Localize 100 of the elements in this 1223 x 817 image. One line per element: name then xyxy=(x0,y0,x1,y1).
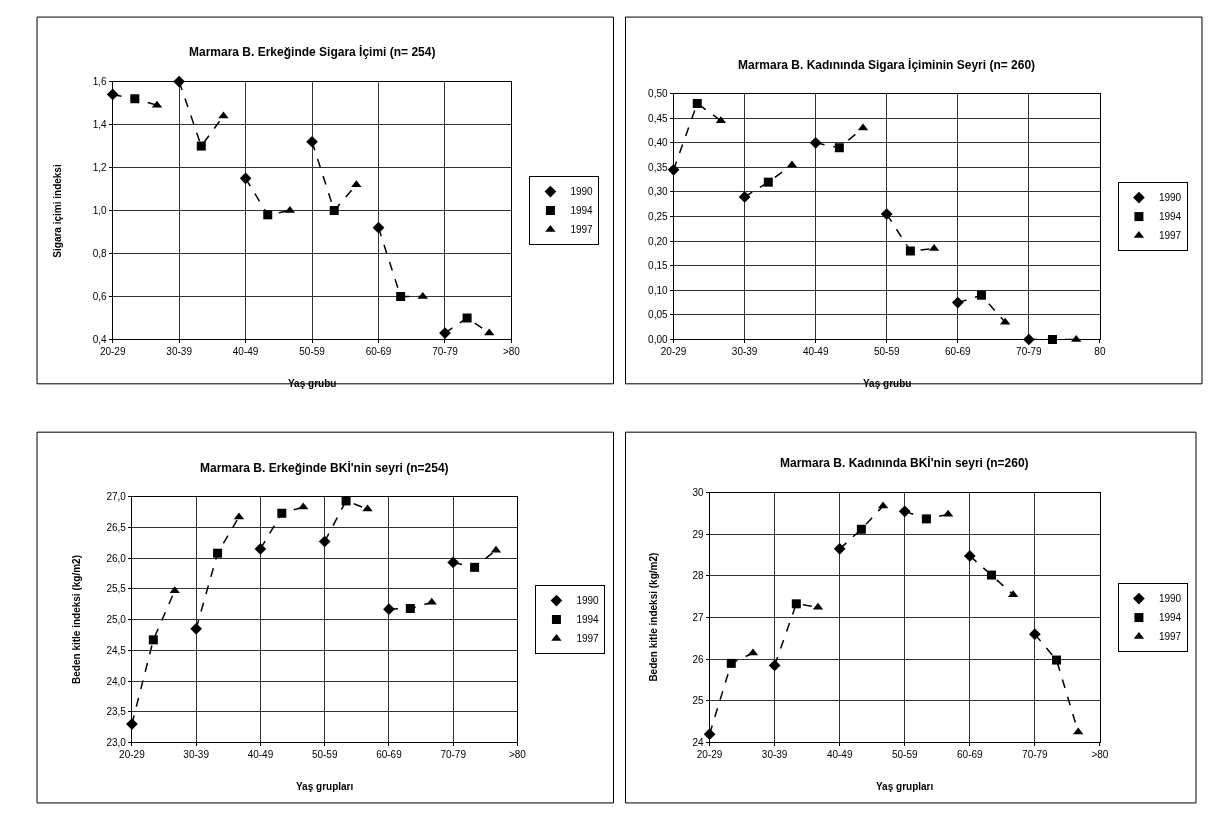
y-tick-label: 0,00 xyxy=(648,333,668,345)
point xyxy=(213,548,223,558)
point xyxy=(470,562,480,572)
y-tick-label: 1,6 xyxy=(92,76,108,88)
x-tick-label: 70-79 xyxy=(1016,346,1043,358)
point xyxy=(692,98,702,108)
x-tick-label: 40-49 xyxy=(826,749,853,761)
point xyxy=(318,535,331,548)
y-tick-label: 0,25 xyxy=(648,211,668,223)
point xyxy=(951,296,964,309)
x-tick-label: 40-49 xyxy=(247,749,274,761)
chart-title: Marmara B. Kadınında BKİ'nin seyri (n=260) xyxy=(780,455,1029,470)
point xyxy=(263,210,273,220)
point xyxy=(396,292,406,301)
x-tick-label: >80 xyxy=(1091,749,1109,761)
y-axis-title: Beden kitle indeksi (kg/m2) xyxy=(648,552,660,682)
x-tick-label: 40-49 xyxy=(802,346,829,358)
x-tick-label: 60-69 xyxy=(365,346,392,358)
x-tick-label: 70-79 xyxy=(1022,749,1049,761)
point xyxy=(921,514,931,524)
x-tick-label: 60-69 xyxy=(957,749,984,761)
legend-label: 1994 xyxy=(576,614,600,626)
point xyxy=(254,543,267,555)
x-tick-label: 50-59 xyxy=(299,346,326,358)
y-tick-label: 0,45 xyxy=(648,112,668,124)
point xyxy=(383,603,395,615)
legend-label: 1990 xyxy=(1158,593,1182,605)
point xyxy=(426,597,437,605)
legend-label: 1997 xyxy=(1158,631,1182,643)
point xyxy=(963,550,976,562)
point xyxy=(329,206,339,216)
point xyxy=(1052,655,1062,665)
y-tick-label: 0,30 xyxy=(648,186,668,198)
point xyxy=(791,599,801,609)
legend-label: 1994 xyxy=(570,205,594,217)
x-tick-label: 20-29 xyxy=(119,749,146,761)
point xyxy=(1029,628,1041,641)
x-tick-label: 60-69 xyxy=(376,749,403,761)
y-tick-label: 24,0 xyxy=(106,675,127,687)
chart-title: Marmara B. Erkeğinde Sigara İçimi (n= 254) xyxy=(189,44,436,59)
point xyxy=(738,191,751,203)
legend-label: 1990 xyxy=(576,595,600,607)
y-axis-title: Beden kitle indeksi (kg/m2) xyxy=(70,555,82,684)
point xyxy=(447,556,460,569)
legend-label: 1990 xyxy=(1158,192,1182,204)
point xyxy=(148,635,158,645)
y-tick-label: 0,8 xyxy=(92,248,108,260)
y-tick-label: 1,0 xyxy=(92,205,108,217)
y-tick-label: 1,2 xyxy=(92,162,108,174)
chart-title: Marmara B. Erkeğinde BKİ'nin seyri (n=254) xyxy=(200,460,449,475)
x-tick-label: 40-49 xyxy=(232,346,259,358)
x-tick-label: 60-69 xyxy=(945,346,972,358)
y-tick-label: 29 xyxy=(692,528,705,540)
point xyxy=(726,658,736,668)
y-tick-label: 23,5 xyxy=(106,706,127,718)
point xyxy=(306,135,318,148)
y-tick-label: 26,5 xyxy=(106,521,127,533)
y-tick-label: 28 xyxy=(692,570,705,582)
point xyxy=(898,505,911,518)
y-tick-label: 27,0 xyxy=(106,491,127,503)
point xyxy=(834,143,844,153)
point xyxy=(372,221,385,234)
y-tick-label: 0,40 xyxy=(648,137,668,149)
x-tick-label: 30-39 xyxy=(183,749,210,761)
point xyxy=(986,570,996,580)
legend-label: 1997 xyxy=(570,224,594,236)
point xyxy=(190,622,202,635)
x-tick-label: 70-79 xyxy=(440,749,467,761)
point xyxy=(484,328,495,336)
y-tick-label: 26,0 xyxy=(106,552,127,564)
x-tick-label: >80 xyxy=(502,346,521,358)
legend-label: 1997 xyxy=(576,633,600,645)
x-tick-label: 50-59 xyxy=(891,749,918,761)
x-tick-label: >80 xyxy=(508,749,527,761)
x-tick-label: 70-79 xyxy=(432,346,459,358)
y-tick-label: 0,4 xyxy=(92,333,108,345)
x-tick-label: 80 xyxy=(1094,346,1106,358)
point xyxy=(218,111,229,119)
y-axis-title: Sigara içimi indeksi xyxy=(51,164,63,258)
point xyxy=(768,659,781,672)
y-tick-label: 0,20 xyxy=(648,235,668,247)
x-tick-label: 30-39 xyxy=(731,346,758,358)
point xyxy=(880,208,893,220)
y-tick-label: 1,4 xyxy=(92,119,108,131)
y-tick-label: 0,15 xyxy=(648,260,668,272)
y-tick-label: 0,6 xyxy=(92,291,108,302)
x-tick-label: 20-29 xyxy=(660,346,687,358)
y-tick-label: 24,5 xyxy=(106,644,127,656)
y-tick-label: 25 xyxy=(692,695,705,707)
chart-title: Marmara B. Kadınında Sigara İçiminin Seyri (n= 260) xyxy=(738,57,1036,72)
point xyxy=(196,141,206,151)
point xyxy=(856,524,866,534)
x-axis-title: Yaş grupları xyxy=(296,781,354,792)
legend-label: 1994 xyxy=(1158,612,1182,624)
y-tick-label: 25,5 xyxy=(106,583,127,595)
point xyxy=(462,313,472,323)
point xyxy=(277,508,287,518)
y-tick-label: 25,0 xyxy=(106,614,127,626)
point xyxy=(763,177,773,187)
y-tick-label: 26 xyxy=(692,653,705,665)
